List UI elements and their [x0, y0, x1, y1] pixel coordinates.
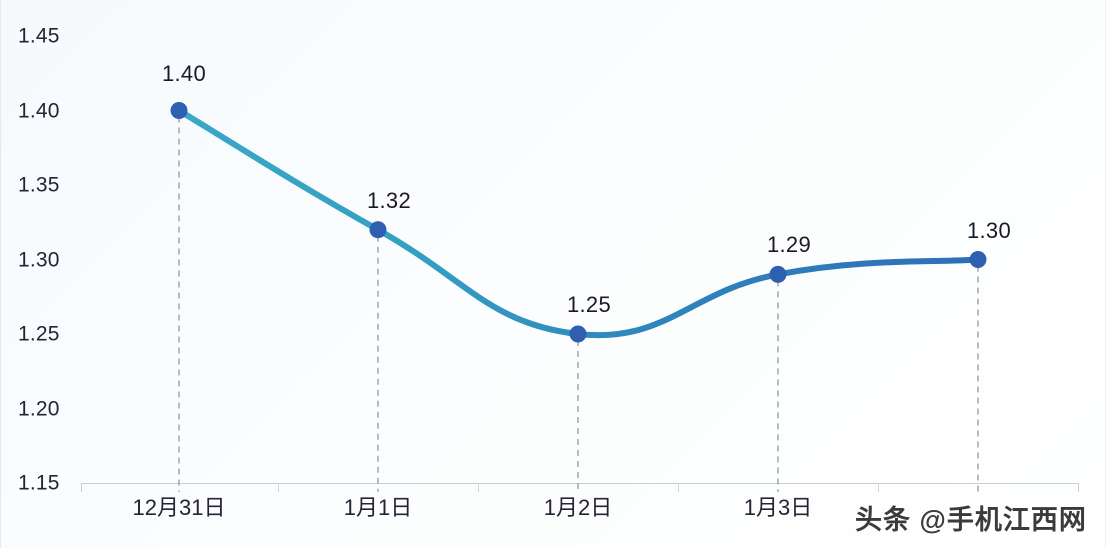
- x-axis-tick: [678, 483, 679, 492]
- y-axis-tick-label: 1.25: [18, 322, 60, 346]
- data-point-marker: [569, 325, 587, 343]
- x-axis-tick: [478, 483, 479, 492]
- x-axis-category-label: 12月31日: [132, 495, 226, 520]
- watermark: 头条 @手机江西网: [855, 505, 1087, 535]
- y-axis-tick-label: 1.20: [18, 397, 60, 420]
- data-point-marker: [769, 265, 787, 283]
- x-axis-tick: [878, 483, 879, 492]
- data-point-marker: [369, 221, 387, 239]
- y-axis-tick-label: 1.45: [18, 24, 60, 48]
- x-axis-category-label: 1月1日: [343, 495, 413, 520]
- data-point-marker: [170, 102, 188, 119]
- x-axis-tick: [278, 483, 279, 492]
- data-point-label: 1.32: [366, 187, 412, 213]
- y-axis-tick-label: 1.40: [18, 99, 60, 122]
- y-axis-tick-label: 1.15: [18, 471, 60, 495]
- data-point-marker: [969, 251, 987, 268]
- y-axis-tick-label: 1.30: [18, 248, 60, 271]
- x-axis-cap-right: [1078, 483, 1079, 492]
- data-point-label: 1.40: [161, 60, 207, 86]
- data-point-label: 1.25: [566, 292, 612, 317]
- page-edge-left: [0, 0, 1, 548]
- x-axis-line: [81, 483, 1078, 484]
- x-axis-category-label: 1月2日: [543, 495, 613, 520]
- x-axis-cap-left: [81, 483, 82, 492]
- data-point-label: 1.30: [966, 217, 1012, 243]
- data-point-label: 1.29: [766, 232, 812, 258]
- y-axis-tick-label: 1.35: [18, 173, 60, 197]
- x-axis-category-label: 1月3日: [743, 495, 813, 520]
